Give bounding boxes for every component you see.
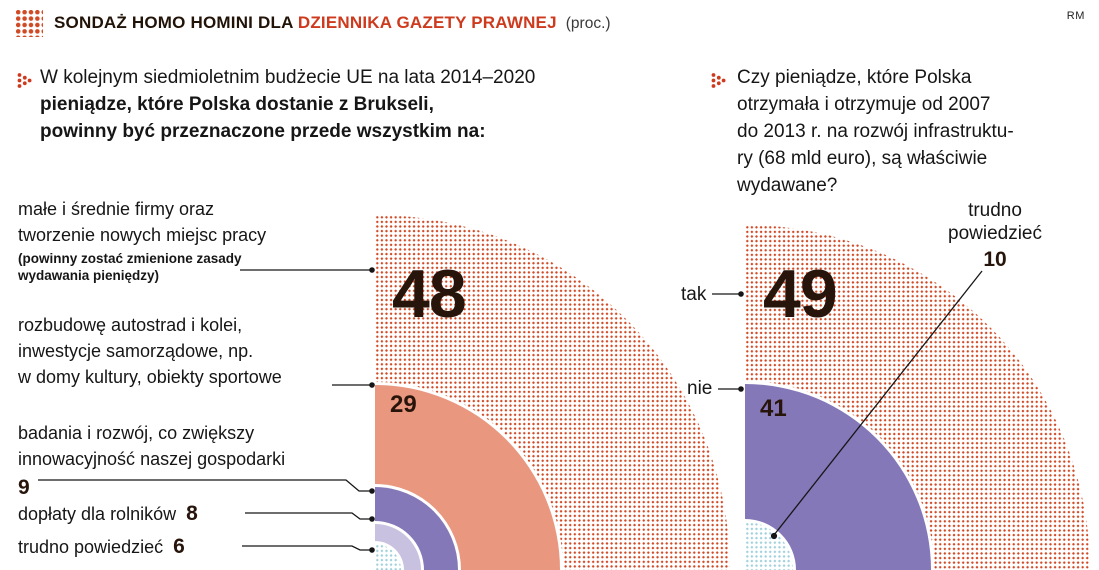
question-line: Czy pieniądze, które Polska — [737, 67, 972, 88]
label-yes: tak — [681, 284, 707, 305]
right-question-bullet-icon — [711, 73, 726, 88]
brand-dots-icon — [14, 8, 43, 37]
label-no: nie — [687, 378, 713, 399]
value-no: 41 — [760, 395, 787, 422]
category-text: innowacyjność naszej gospodarki — [18, 449, 286, 469]
category-text: rozbudowę autostrad i kolei, — [18, 315, 243, 335]
left-fan-chart — [375, 215, 731, 570]
value-smes-big: 48 — [392, 256, 467, 332]
value-yes-big: 49 — [763, 256, 838, 332]
value-undecided-left: 6 — [173, 535, 185, 558]
credit-mark: RM — [1066, 10, 1085, 22]
category-note: (powinny zostać zmienione zasady — [18, 251, 242, 266]
question-line: W kolejnym siedmioletnim budżecie UE na … — [40, 67, 536, 88]
value-farm-subsidies: 8 — [186, 502, 198, 525]
value-infrastructure: 29 — [390, 391, 417, 418]
value-undecided-right: 10 — [983, 248, 1007, 271]
label-undecided-right: trudno powiedzieć 10 — [936, 199, 1054, 271]
title-prefix: SONDAŻ HOMO HOMINI DLA — [54, 13, 298, 32]
category-label-undecided-left: trudno powiedzieć 6 — [18, 534, 185, 560]
value-research: 9 — [18, 476, 30, 499]
left-question-bullet-icon — [17, 73, 32, 88]
label-text: trudno — [968, 200, 1022, 221]
category-text: w domy kultury, obiekty sportowe — [18, 367, 282, 387]
unit-note: (proc.) — [565, 15, 611, 32]
category-label-farm-subsidies: dopłaty dla rolników 8 — [18, 501, 198, 527]
question-line: wydawane? — [737, 175, 838, 196]
right-question: Czy pieniądze, które Polska otrzymała i … — [737, 64, 1067, 199]
question-line: otrzymała i otrzymuje od 2007 — [737, 94, 991, 115]
label-text: powiedzieć — [948, 223, 1042, 244]
question-line: do 2013 r. na rozwój infrastruktu- — [737, 121, 1014, 142]
category-text: inwestycje samorządowe, np. — [18, 341, 254, 361]
question-line: ry (68 mld euro), są właściwie — [737, 148, 988, 169]
category-label-research: badania i rozwój, co zwiększy innowacyjn… — [18, 420, 348, 501]
question-line: pieniądze, które Polska dostanie z Bruks… — [40, 94, 434, 115]
category-label-smes: małe i średnie firmy oraz tworzenie nowy… — [18, 196, 348, 284]
left-question: W kolejnym siedmioletnim budżecie UE na … — [40, 64, 680, 145]
category-text: badania i rozwój, co zwiększy — [18, 423, 255, 443]
category-text: dopłaty dla rolników — [18, 504, 177, 524]
category-text: małe i średnie firmy oraz — [18, 199, 215, 219]
title-highlight: DZIENNIKA GAZETY PRAWNEJ — [297, 13, 557, 32]
category-label-infrastructure: rozbudowę autostrad i kolei, inwestycje … — [18, 312, 358, 390]
category-text: trudno powiedzieć — [18, 537, 164, 557]
page-title: SONDAŻ HOMO HOMINI DLA DZIENNIKA GAZETY … — [54, 13, 611, 33]
question-line: powinny być przeznaczone przede wszystki… — [40, 121, 486, 142]
category-text: tworzenie nowych miejsc pracy — [18, 225, 267, 245]
category-note: wydawania pieniędzy) — [18, 268, 160, 283]
